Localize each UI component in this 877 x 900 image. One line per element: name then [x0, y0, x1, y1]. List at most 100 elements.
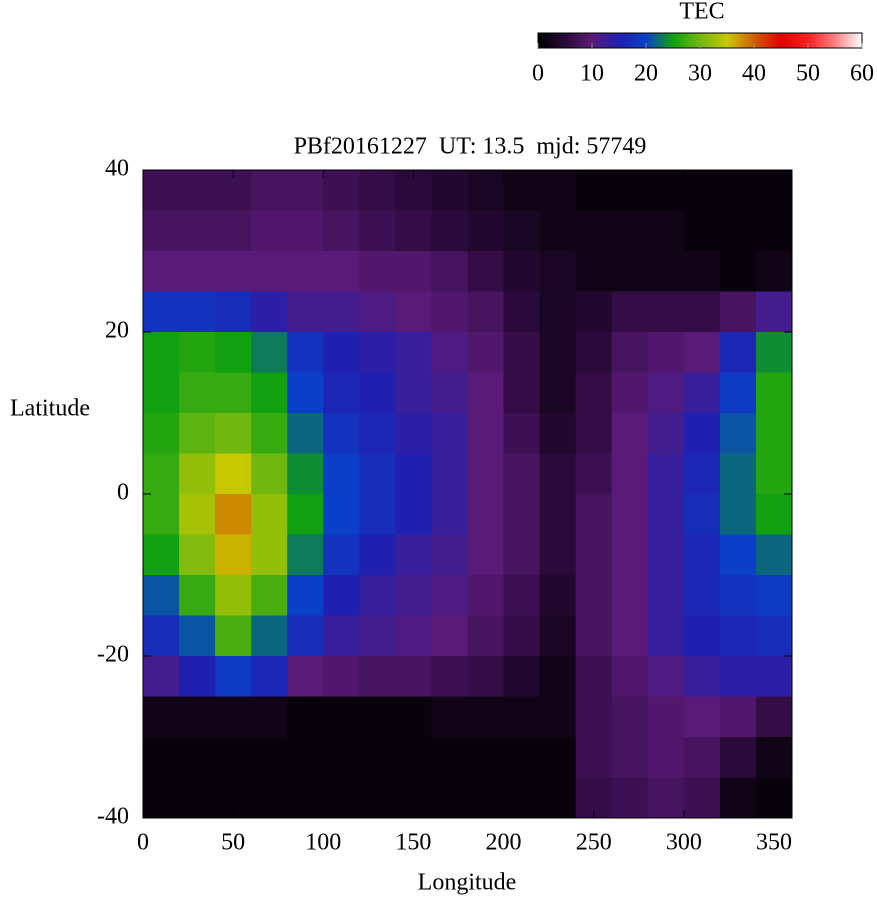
heatmap-cell [719, 737, 757, 778]
heatmap-cell [755, 332, 793, 373]
x-tick-label: 100 [305, 830, 341, 856]
heatmap-cell [503, 494, 541, 535]
heatmap-cell [575, 696, 613, 738]
heatmap-cell [575, 656, 613, 697]
heatmap-cell [359, 615, 396, 657]
heatmap-cell [503, 534, 541, 576]
heatmap-cell [179, 170, 216, 211]
heatmap-cell [467, 737, 505, 778]
heatmap-cell [323, 737, 360, 778]
heatmap-cell [755, 696, 793, 738]
heatmap-cell [323, 372, 360, 414]
heatmap-cell [359, 575, 396, 616]
colorbar-tick-label: 40 [742, 61, 766, 87]
heatmap-cell [719, 453, 757, 495]
heatmap-cell [179, 575, 216, 616]
heatmap-cell [179, 737, 216, 778]
heatmap-cell [755, 656, 793, 697]
heatmap-cell [719, 251, 757, 292]
heatmap-cell [647, 575, 685, 616]
heatmap-cell [251, 494, 288, 535]
heatmap-cell [683, 210, 721, 252]
heatmap-cell [467, 332, 505, 373]
heatmap-cell [395, 575, 432, 616]
heatmap-cell [539, 615, 577, 657]
heatmap-cell [359, 777, 396, 819]
heatmap-cell [143, 251, 180, 292]
heatmap-cell [251, 210, 288, 252]
heatmap-cell [215, 210, 252, 252]
heatmap-cell [251, 615, 288, 657]
x-tick-label: 200 [486, 830, 522, 856]
heatmap-cell [611, 291, 649, 333]
heatmap-cell [467, 696, 505, 738]
heatmap-cell [395, 251, 432, 292]
x-tick-label: 300 [666, 830, 702, 856]
heatmap-cell [323, 656, 360, 697]
heatmap-cell [647, 494, 685, 535]
heatmap-cell [503, 251, 541, 292]
heatmap-cell [179, 251, 216, 292]
heatmap-cell [215, 453, 252, 495]
heatmap-cell [683, 615, 721, 657]
heatmap-cell [719, 777, 757, 819]
heatmap-cell [719, 291, 757, 333]
heatmap-cell [683, 372, 721, 414]
heatmap-cell [467, 251, 505, 292]
heatmap-cell [539, 413, 577, 454]
heatmap-cell [215, 251, 252, 292]
heatmap-cell [503, 777, 541, 819]
y-tick-label: 40 [105, 156, 129, 182]
heatmap-cell [575, 615, 613, 657]
heatmap-cell [611, 170, 649, 211]
heatmap-cell [647, 453, 685, 495]
heatmap-cell [215, 494, 252, 535]
heatmap-cell [431, 494, 468, 535]
heatmap-cell [287, 251, 324, 292]
heatmap-cell [323, 777, 360, 819]
heatmap-cell [755, 413, 793, 454]
heatmap-cell [755, 210, 793, 252]
heatmap-cell [143, 413, 180, 454]
heatmap-cell [467, 534, 505, 576]
heatmap-cell [467, 372, 505, 414]
heatmap-cell [179, 210, 216, 252]
heatmap-cell [431, 737, 468, 778]
heatmap-cell [395, 534, 432, 576]
heatmap-cell [143, 615, 180, 657]
heatmap-cell [647, 413, 685, 454]
heatmap-cell [575, 372, 613, 414]
heatmap-cell [539, 777, 577, 819]
heatmap-cell [503, 210, 541, 252]
heatmap-cell [503, 453, 541, 495]
heatmap-cell [359, 696, 396, 738]
heatmap-cell [431, 210, 468, 252]
heatmap-cell [287, 372, 324, 414]
heatmap-cell [503, 372, 541, 414]
heatmap-cell [431, 656, 468, 697]
heatmap-cell [575, 332, 613, 373]
heatmap-cell [395, 413, 432, 454]
heatmap-cell [287, 453, 324, 495]
heatmap-cell [755, 737, 793, 778]
heatmap-cell [179, 413, 216, 454]
colorbar-tick-label: 0 [532, 61, 544, 87]
heatmap-cell [179, 777, 216, 819]
heatmap-cell [143, 332, 180, 373]
heatmap-cell [395, 656, 432, 697]
heatmap-cell [611, 696, 649, 738]
heatmap-cell [719, 575, 757, 616]
heatmap-cell [683, 696, 721, 738]
heatmap-cell [287, 615, 324, 657]
heatmap-cell [359, 413, 396, 454]
heatmap-cell [683, 170, 721, 211]
heatmap-cell [467, 494, 505, 535]
heatmap-cell [539, 453, 577, 495]
heatmap-cell [647, 777, 685, 819]
heatmap-cell [611, 494, 649, 535]
x-tick-label: 150 [395, 830, 431, 856]
heatmap-cell [539, 372, 577, 414]
heatmap-cell [683, 453, 721, 495]
heatmap-cell [323, 615, 360, 657]
x-tick-label: 250 [576, 830, 612, 856]
